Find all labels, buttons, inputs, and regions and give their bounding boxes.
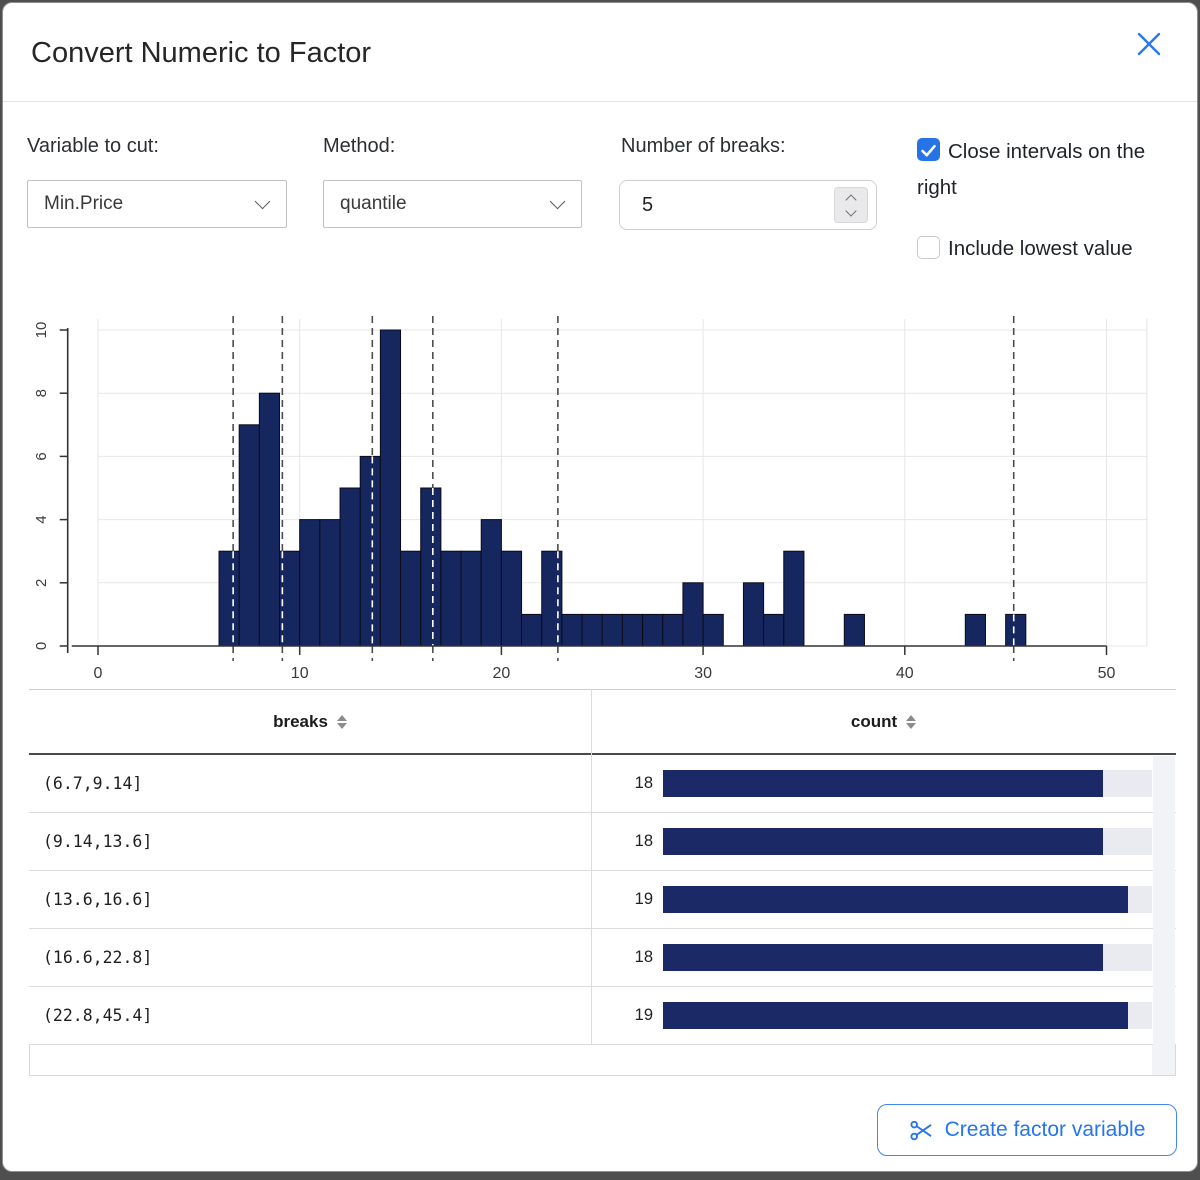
svg-text:6: 6 (33, 452, 50, 460)
method-select-value: quantile (340, 193, 407, 214)
column-header-count[interactable]: count (591, 690, 1176, 753)
create-factor-variable-button[interactable]: Create factor variable (877, 1104, 1177, 1156)
count-bar (663, 886, 1128, 913)
number-of-breaks-value: 5 (642, 193, 654, 216)
close-icon (1137, 32, 1161, 55)
count-bar-track (663, 770, 1152, 797)
breaks-cell: (13.6,16.6] (43, 890, 153, 909)
variable-select[interactable]: Min.Price (27, 180, 287, 228)
table-scrollbar-track[interactable] (1153, 756, 1175, 1045)
close-intervals-label: Close intervals on the right (917, 140, 1146, 199)
count-bar (663, 770, 1104, 797)
count-value: 19 (634, 1006, 653, 1024)
table-footer-strip (29, 1045, 1176, 1076)
breaks-cell: (16.6,22.8] (43, 948, 153, 967)
check-icon (921, 144, 936, 157)
breaks-cell: (9.14,13.6] (43, 832, 153, 851)
table-header: breaks count (29, 689, 1176, 755)
svg-text:10: 10 (291, 665, 309, 682)
breaks-cell: (6.7,9.14] (43, 774, 143, 793)
include-lowest-checkbox[interactable] (917, 236, 940, 259)
table-row: (22.8,45.4] 19 (29, 987, 1176, 1045)
svg-text:0: 0 (94, 665, 103, 682)
page-title: Convert Numeric to Factor (31, 37, 372, 69)
svg-text:40: 40 (896, 665, 914, 682)
count-bar (663, 1002, 1128, 1029)
column-header-breaks[interactable]: breaks (29, 690, 591, 753)
histogram-chart: 0 10 20 30 40 50 0 2 4 6 8 10 (33, 301, 1178, 693)
count-value: 18 (634, 774, 653, 792)
method-select[interactable]: quantile (323, 180, 582, 228)
include-lowest-label: Include lowest value (948, 237, 1133, 260)
svg-text:50: 50 (1098, 665, 1116, 682)
count-bar-track (663, 886, 1152, 913)
method-label: Method: (323, 135, 396, 157)
svg-text:30: 30 (694, 665, 712, 682)
close-intervals-checkbox[interactable] (917, 138, 940, 161)
table-body: (6.7,9.14] 18 (9.14,13.6] 18 (13.6,16.6] 19 (1… (29, 755, 1176, 1045)
svg-text:10: 10 (33, 322, 50, 339)
count-header-label: count (850, 711, 898, 731)
count-cell: 19 (591, 1002, 1154, 1029)
svg-text:4: 4 (33, 515, 50, 523)
create-button-label: Create factor variable (944, 1118, 1146, 1141)
count-cell: 19 (591, 886, 1154, 913)
count-cell: 18 (591, 944, 1154, 971)
column-divider (591, 689, 592, 1045)
sort-icon (906, 714, 917, 729)
count-bar-track (663, 944, 1152, 971)
variable-select-value: Min.Price (44, 193, 124, 214)
breaks-count-table: breaks count (6.7,9.14] 18 (9.14,13.6] 18 (1… (29, 689, 1176, 1076)
svg-text:8: 8 (33, 389, 50, 397)
breaks-cell: (22.8,45.4] (43, 1006, 153, 1025)
count-value: 19 (634, 890, 653, 908)
breaks-label: Number of breaks: (621, 135, 786, 157)
count-value: 18 (634, 832, 653, 850)
chevron-down-icon (549, 193, 566, 209)
sort-icon (336, 714, 347, 729)
chevron-up-icon (845, 193, 857, 206)
count-bar (663, 828, 1104, 855)
table-row: (16.6,22.8] 18 (29, 929, 1176, 987)
count-bar-track (663, 1002, 1152, 1029)
count-value: 18 (634, 948, 653, 966)
number-of-breaks-input[interactable]: 5 (619, 180, 877, 230)
count-bar-track (663, 828, 1152, 855)
chevron-down-icon (845, 204, 857, 217)
number-stepper[interactable] (834, 187, 868, 223)
chevron-down-icon (254, 193, 271, 209)
count-cell: 18 (591, 828, 1154, 855)
count-cell: 18 (591, 770, 1154, 797)
include-lowest-field: Include lowest value (917, 231, 1179, 267)
scissors-icon (910, 1120, 932, 1140)
svg-text:20: 20 (493, 665, 511, 682)
variable-label: Variable to cut: (27, 135, 159, 157)
svg-text:2: 2 (33, 579, 50, 587)
count-bar (663, 944, 1104, 971)
table-row: (6.7,9.14] 18 (29, 755, 1176, 813)
table-scrollbar-corner (1152, 1045, 1175, 1075)
table-row: (9.14,13.6] 18 (29, 813, 1176, 871)
histogram-svg: 0 10 20 30 40 50 0 2 4 6 8 10 (33, 316, 1148, 682)
close-button[interactable] (1125, 21, 1173, 69)
table-row: (13.6,16.6] 19 (29, 871, 1176, 929)
header-divider (3, 101, 1197, 102)
breaks-header-label: breaks (273, 711, 328, 731)
svg-text:0: 0 (33, 642, 50, 650)
close-intervals-field: Close intervals on the right (917, 134, 1179, 206)
